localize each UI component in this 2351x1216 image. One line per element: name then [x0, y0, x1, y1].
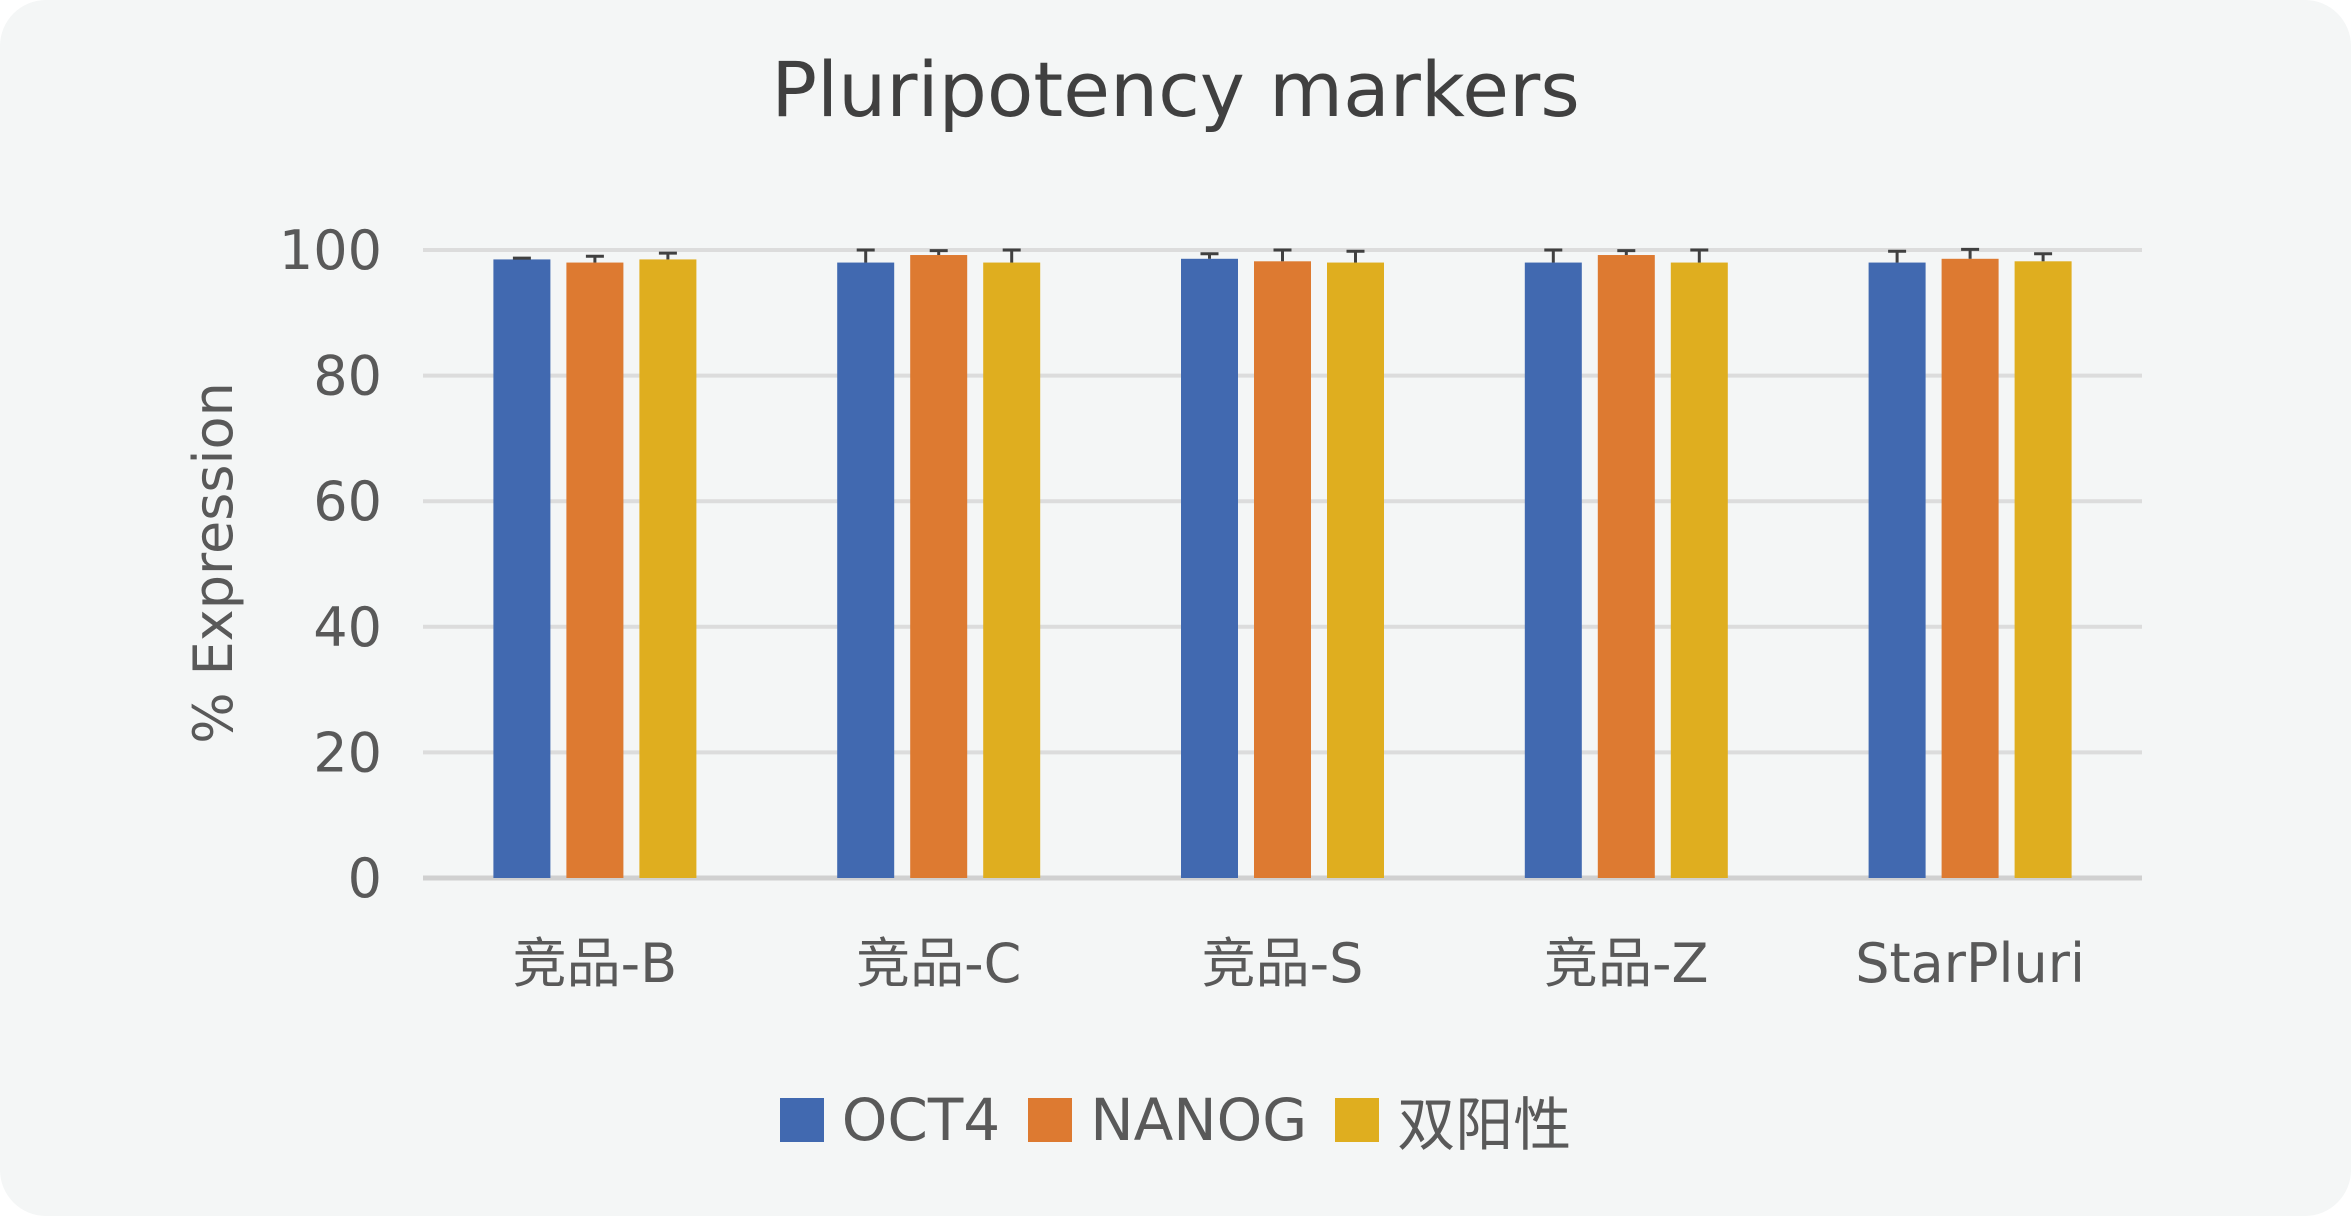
bar: [1181, 258, 1238, 878]
y-tick-labels: 0 20 40 60 80 100: [279, 219, 382, 910]
y-tick-label: 20: [313, 721, 382, 784]
bar: [1597, 255, 1655, 879]
x-tick-label: 竞品-C: [856, 932, 1021, 995]
y-tick-label: 100: [279, 219, 382, 282]
x-tick-labels: 竞品-B 竞品-C 竞品-S 竞品-Z StarPluri: [513, 932, 2085, 995]
bar: [910, 255, 968, 879]
bars: [493, 255, 2072, 879]
legend-item: OCT4: [779, 1086, 1001, 1154]
bar: [1670, 262, 1728, 878]
y-axis-label: % Expression: [182, 382, 245, 744]
legend-label: 双阳性: [1397, 1091, 1572, 1159]
y-tick-label: 60: [313, 470, 382, 533]
x-tick-label: 竞品-S: [1202, 932, 1364, 995]
chart-title: Pluripotency markers: [771, 45, 1580, 134]
bar: [1868, 262, 1926, 878]
bar: [566, 262, 624, 878]
y-tick-label: 0: [348, 847, 382, 910]
y-tick-label: 40: [313, 596, 382, 659]
bar: [2014, 261, 2072, 879]
bar: [1941, 258, 1999, 878]
bar: [1327, 262, 1384, 878]
bar: [493, 259, 551, 878]
legend-swatch: [1028, 1098, 1073, 1142]
x-tick-label: StarPluri: [1855, 932, 2085, 995]
y-tick-label: 80: [313, 345, 382, 408]
bar: [837, 262, 895, 878]
x-tick-label: 竞品-B: [513, 932, 678, 995]
bar: [983, 262, 1041, 878]
error-bars: [512, 247, 2053, 263]
x-tick-label: 竞品-Z: [1544, 932, 1708, 995]
bar: [1254, 261, 1311, 879]
legend-label: NANOG: [1090, 1086, 1308, 1154]
legend-label: OCT4: [841, 1086, 1001, 1154]
bar: [1524, 262, 1582, 878]
legend-swatch: [779, 1098, 824, 1142]
legend-item: 双阳性: [1335, 1078, 1571, 1162]
legend: OCT4 NANOG 双阳性: [0, 1080, 2351, 1160]
legend-item: NANOG: [1028, 1086, 1307, 1154]
bar: [639, 259, 697, 878]
legend-swatch: [1335, 1098, 1380, 1142]
